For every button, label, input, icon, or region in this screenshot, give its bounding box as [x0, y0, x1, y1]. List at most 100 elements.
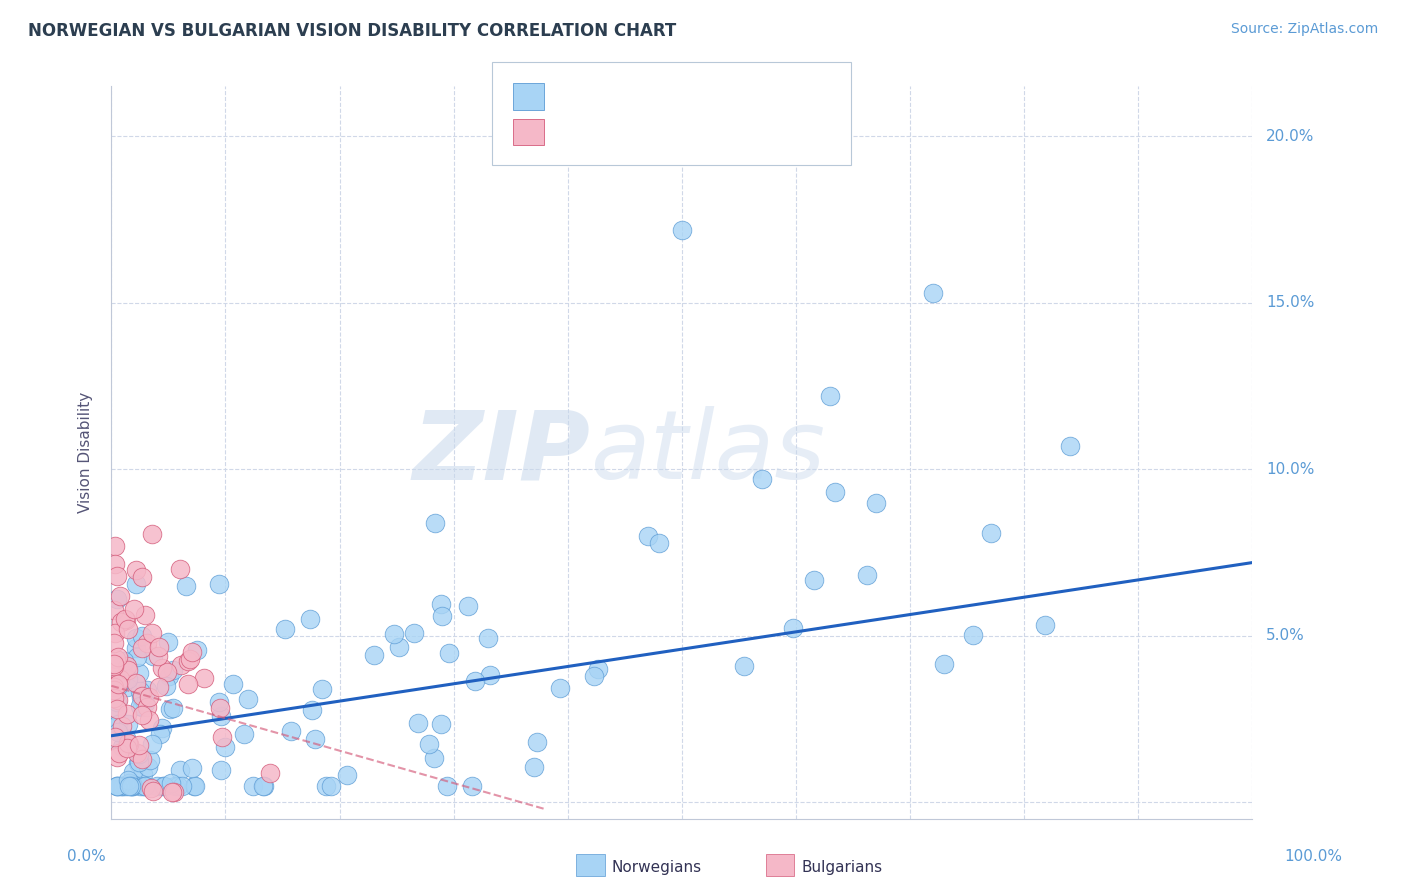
Point: [125, 675, 148, 690]
Point: [141, 737, 163, 751]
Point: [103, 683, 125, 698]
Point: [803, 573, 825, 587]
Point: [432, 609, 454, 624]
Text: 10.0%: 10.0%: [1265, 462, 1315, 477]
Point: [274, 622, 297, 636]
Point: [141, 526, 163, 541]
Point: [363, 648, 385, 662]
Point: [121, 779, 143, 793]
Point: [253, 779, 276, 793]
Point: [242, 779, 264, 793]
Point: [105, 749, 128, 764]
Point: [526, 735, 548, 749]
Point: [311, 681, 333, 696]
Point: [117, 659, 139, 673]
Point: [321, 779, 343, 793]
Point: [430, 597, 453, 611]
Point: [129, 690, 152, 704]
Point: [111, 779, 134, 793]
Point: [148, 680, 170, 694]
Point: [181, 761, 204, 775]
Text: Norwegians: Norwegians: [612, 860, 702, 874]
Point: [211, 730, 233, 744]
Point: [181, 645, 204, 659]
Point: [782, 621, 804, 635]
Point: [159, 776, 181, 790]
Point: [177, 677, 200, 691]
Point: [733, 659, 755, 673]
Point: [117, 772, 139, 787]
Point: [131, 570, 153, 584]
Point: [110, 589, 132, 603]
Point: [122, 764, 145, 779]
Point: [104, 626, 127, 640]
Point: [135, 683, 157, 698]
Point: [155, 679, 177, 693]
Point: [402, 625, 425, 640]
Point: [112, 654, 135, 668]
Point: [142, 784, 165, 798]
Point: [167, 779, 190, 793]
Point: [586, 663, 609, 677]
Point: [122, 602, 145, 616]
Point: [103, 679, 125, 693]
Point: [107, 693, 129, 707]
Point: [1059, 439, 1081, 453]
Text: 20.0%: 20.0%: [1265, 128, 1315, 144]
Point: [209, 763, 232, 777]
Point: [117, 622, 139, 636]
Point: [103, 659, 125, 673]
Point: [146, 779, 169, 793]
Point: [418, 737, 440, 751]
Point: [121, 776, 143, 790]
Point: [148, 640, 170, 654]
Point: [177, 654, 200, 668]
Point: [159, 702, 181, 716]
Point: [107, 724, 129, 739]
Point: [128, 666, 150, 681]
Point: [107, 717, 129, 731]
Point: [751, 472, 773, 486]
Text: 15.0%: 15.0%: [1265, 295, 1315, 310]
Point: [162, 663, 184, 677]
Point: [174, 579, 197, 593]
Point: [112, 779, 135, 793]
Point: [252, 779, 274, 793]
Point: [115, 740, 138, 755]
Point: [980, 525, 1002, 540]
Point: [129, 684, 152, 698]
Point: [117, 736, 139, 750]
Point: [457, 599, 479, 613]
Point: [105, 569, 128, 583]
Point: [461, 779, 484, 793]
Point: [186, 643, 208, 657]
Point: [208, 695, 231, 709]
Point: [824, 484, 846, 499]
Point: [156, 634, 179, 648]
Point: [131, 630, 153, 644]
Point: [163, 785, 186, 799]
Point: [121, 779, 143, 793]
Point: [172, 779, 194, 793]
Point: [934, 657, 956, 671]
Point: [280, 723, 302, 738]
Point: [179, 652, 201, 666]
Point: [120, 779, 142, 793]
Point: [117, 663, 139, 677]
Text: NORWEGIAN VS BULGARIAN VISION DISABILITY CORRELATION CHART: NORWEGIAN VS BULGARIAN VISION DISABILITY…: [28, 22, 676, 40]
Point: [406, 715, 429, 730]
Point: [125, 577, 148, 591]
Point: [259, 766, 281, 780]
Point: [111, 719, 134, 733]
Point: [962, 628, 984, 642]
Point: [131, 708, 153, 723]
Text: 0.0%: 0.0%: [67, 849, 107, 863]
Point: [1033, 618, 1056, 632]
Point: [648, 535, 671, 549]
Point: [209, 701, 232, 715]
Point: [105, 779, 128, 793]
Point: [110, 779, 132, 793]
Point: [117, 672, 139, 686]
Point: [128, 699, 150, 714]
Point: [856, 568, 879, 582]
